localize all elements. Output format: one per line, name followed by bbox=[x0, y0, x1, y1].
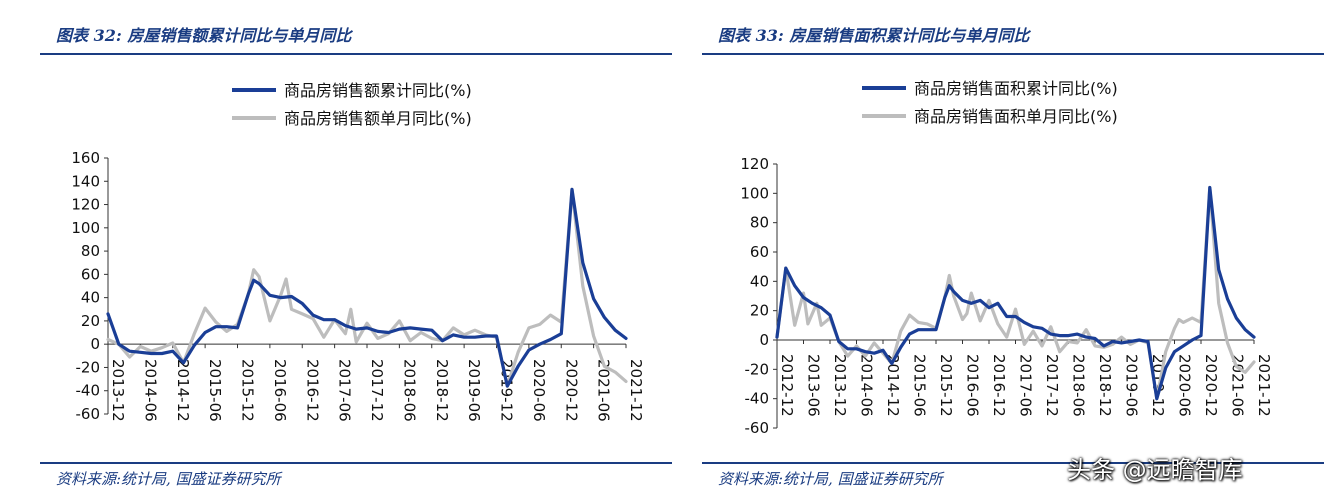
x-tick-label: 2013-12 bbox=[831, 354, 849, 417]
x-tick-label: 2015-06 bbox=[206, 359, 224, 422]
x-tick-label: 2012-12 bbox=[778, 354, 796, 417]
x-tick-label: 2016-12 bbox=[990, 354, 1008, 417]
x-tick-label: 2017-12 bbox=[1043, 354, 1061, 417]
figure-title: 图表 32: 房屋销售额累计同比与单月同比 bbox=[56, 26, 352, 45]
x-tick-label: 2016-06 bbox=[964, 354, 982, 417]
x-tick-label: 2018-06 bbox=[400, 359, 418, 422]
legend-label: 商品房销售面积单月同比(%) bbox=[914, 107, 1118, 126]
x-tick-label: 2019-06 bbox=[1123, 354, 1141, 417]
x-tick-label: 2017-06 bbox=[336, 359, 354, 422]
x-tick-label: 2019-06 bbox=[465, 359, 483, 422]
y-tick-label: 20 bbox=[750, 302, 769, 320]
x-tick-label: 2016-06 bbox=[271, 359, 289, 422]
y-tick-label: 100 bbox=[740, 184, 769, 202]
x-tick-label: 2015-12 bbox=[239, 359, 257, 422]
left-figure-panel: 图表 32: 房屋销售额累计同比与单月同比 -60 -40 -20 0 20 40 60 80… bbox=[40, 26, 672, 488]
y-tick-label: -20 bbox=[76, 358, 101, 376]
y-tick-label: 140 bbox=[71, 172, 100, 190]
y-tick-label: 20 bbox=[81, 312, 100, 330]
y-tick-label: 120 bbox=[740, 155, 769, 173]
x-tick-label: 2018-12 bbox=[433, 359, 451, 422]
x-tick-label: 2020-06 bbox=[530, 359, 548, 422]
y-tick-label: 80 bbox=[750, 214, 769, 232]
source-rule bbox=[702, 462, 1324, 464]
title-rule bbox=[40, 53, 672, 55]
series-line-cumulative bbox=[775, 185, 1256, 401]
y-tick-label: 160 bbox=[71, 149, 100, 167]
y-tick-label: 60 bbox=[81, 265, 100, 283]
x-tick-label: 2014-06 bbox=[858, 354, 876, 417]
y-tick-label: 80 bbox=[81, 242, 100, 260]
legend-label: 商品房销售额累计同比(%) bbox=[284, 81, 472, 100]
y-tick-label: -40 bbox=[745, 390, 770, 408]
source-rule bbox=[40, 462, 672, 464]
x-tick-label: 2018-12 bbox=[1096, 354, 1114, 417]
x-tick-label: 2018-06 bbox=[1070, 354, 1088, 417]
sales-amount-chart: -60 -40 -20 0 20 40 60 80 100 120 140 160 2013-12 201… bbox=[71, 81, 645, 423]
y-tick-label: 40 bbox=[81, 289, 100, 307]
x-tick-label: 2020-06 bbox=[1176, 354, 1194, 417]
y-tick-label: 0 bbox=[90, 335, 100, 353]
source-note: 资料来源:统计局, 国盛证券研究所 bbox=[56, 470, 281, 488]
x-tick-label: 2021-06 bbox=[595, 359, 613, 422]
y-tick-label: 100 bbox=[71, 219, 100, 237]
x-tick-label: 2015-12 bbox=[937, 354, 955, 417]
series-line-cumulative bbox=[106, 187, 628, 388]
x-tick-label: 2016-12 bbox=[303, 359, 321, 422]
series-line-monthly bbox=[106, 187, 628, 388]
legend-label: 商品房销售面积累计同比(%) bbox=[914, 79, 1118, 98]
watermark-text: 头条 @远瞻智库 bbox=[1067, 456, 1243, 484]
x-tick-label: 2021-12 bbox=[1255, 354, 1273, 417]
x-tick-label: 2014-12 bbox=[174, 359, 192, 422]
x-tick-label: 2020-12 bbox=[562, 359, 580, 422]
y-tick-label: 60 bbox=[750, 243, 769, 261]
y-tick-label: 120 bbox=[71, 196, 100, 214]
source-note: 资料来源:统计局, 国盛证券研究所 bbox=[718, 470, 943, 488]
y-tick-label: -40 bbox=[76, 382, 101, 400]
figure-title: 图表 33: 房屋销售面积累计同比与单月同比 bbox=[718, 26, 1030, 45]
x-tick-label: 2014-12 bbox=[884, 354, 902, 417]
y-tick-label: 0 bbox=[759, 331, 769, 349]
y-tick-label: 40 bbox=[750, 272, 769, 290]
sales-area-chart: -60 -40 -20 0 20 40 60 80 100 120 2012-12 2013-06 20… bbox=[740, 79, 1273, 437]
x-tick-label: 2021-06 bbox=[1229, 354, 1247, 417]
title-rule bbox=[702, 53, 1324, 55]
right-figure-panel: 图表 33: 房屋销售面积累计同比与单月同比 -60 -40 -20 0 20 40 60 8… bbox=[662, 0, 1324, 498]
x-tick-label: 2021-12 bbox=[627, 359, 645, 422]
x-tick-label: 2013-06 bbox=[805, 354, 823, 417]
y-tick-label: -60 bbox=[76, 405, 101, 423]
x-tick-label: 2017-12 bbox=[368, 359, 386, 422]
y-tick-label: -60 bbox=[745, 419, 770, 437]
x-tick-label: 2013-12 bbox=[109, 359, 127, 422]
y-tick-label: -20 bbox=[745, 360, 770, 378]
x-tick-label: 2014-06 bbox=[141, 359, 159, 422]
x-tick-label: 2020-12 bbox=[1202, 354, 1220, 417]
x-tick-label: 2015-06 bbox=[911, 354, 929, 417]
x-tick-label: 2017-06 bbox=[1017, 354, 1035, 417]
legend-label: 商品房销售额单月同比(%) bbox=[284, 109, 472, 128]
